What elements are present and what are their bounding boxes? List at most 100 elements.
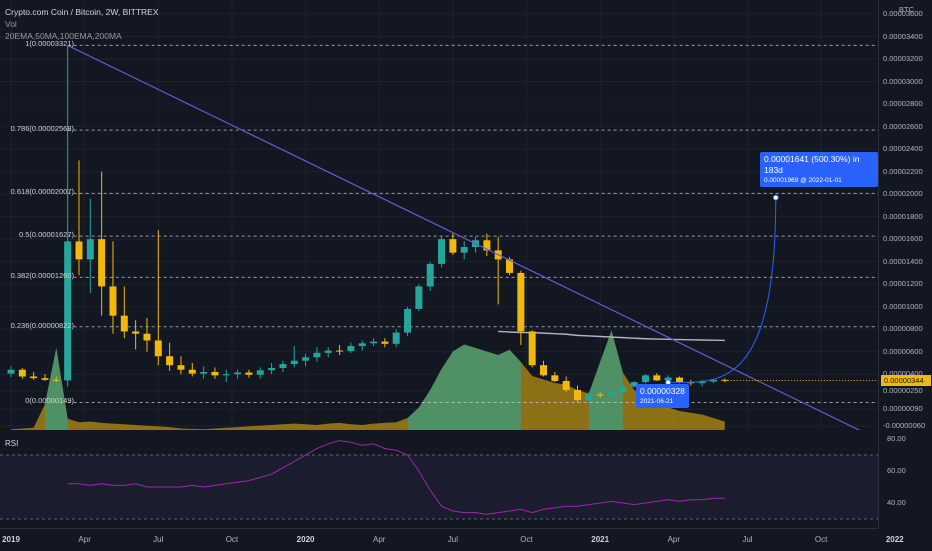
price-tick-label: 0.00003200 — [883, 54, 923, 64]
candle-body — [517, 272, 525, 332]
candle-body — [211, 371, 219, 376]
candle-body — [596, 394, 604, 396]
candle-body — [18, 369, 26, 377]
candle-body — [41, 378, 49, 380]
price-tick-label: 0.00001400 — [883, 256, 923, 266]
volume-area-up — [44, 348, 68, 432]
projection-base-callout[interactable]: 0.00000328 2021-06-21 — [636, 384, 689, 408]
candle-body — [585, 394, 593, 401]
time-tick-label: Oct — [814, 535, 828, 544]
fib-level-label: 0.236(0.00000822) — [10, 320, 74, 330]
time-tick-label: Jul — [742, 535, 753, 544]
candle-body — [426, 263, 434, 287]
candle-body — [200, 371, 208, 374]
candle-body — [177, 365, 185, 370]
candle-body — [370, 341, 378, 344]
volume-area-up — [407, 344, 521, 432]
price-tick-label: 0.00000400 — [883, 369, 923, 379]
candle-body — [404, 308, 412, 333]
projection-end-point — [772, 194, 779, 201]
price-tick-label: 0.00001200 — [883, 279, 923, 289]
rsi-tick-label: 60.00 — [887, 466, 906, 475]
candle-body — [619, 386, 627, 393]
candle-body — [313, 352, 321, 358]
price-chart-svg[interactable] — [0, 0, 896, 448]
volume-area — [11, 330, 725, 432]
price-tick-label: 0.00002000 — [883, 189, 923, 199]
candle-body — [324, 350, 332, 353]
candle-body — [256, 370, 264, 375]
candle-body — [86, 239, 94, 260]
target-change-text: 0.00001641 (500.30%) in 183d — [764, 154, 860, 175]
target-price-date-text: 0.00001969 @ 2022-01-01 — [764, 177, 842, 184]
time-axis[interactable]: 2019 Apr Jul Oct 2020 Apr Jul Oct 2021 Apr Jul Oct 2… — [0, 528, 904, 551]
fib-level-label: 0(0.00000149) — [25, 396, 74, 406]
volume-indicator-label[interactable]: Vol — [5, 19, 17, 29]
moving-average-indicator-label[interactable]: 20EMA,50MA,100EMA,200MA — [5, 31, 122, 41]
candle-body — [132, 331, 140, 334]
price-tick-label: 0.00003000 — [883, 76, 923, 86]
rsi-tick-label: 80.00 — [887, 434, 906, 443]
candle-body — [98, 239, 106, 287]
last-price-tag: 0.00000344 — [881, 375, 931, 387]
candle-body — [574, 389, 581, 401]
time-tick-label: Apr — [372, 535, 386, 544]
price-tick-label: 0.00000090 — [883, 404, 923, 414]
candle-body — [415, 286, 423, 309]
projection-target-callout[interactable]: 0.00001641 (500.30%) in 183d 0.00001969 … — [760, 152, 878, 187]
time-tick-label: Oct — [225, 535, 239, 544]
price-tick-label: 0.00002400 — [883, 144, 923, 154]
price-tick-label: 0.00003600 — [883, 9, 923, 18]
candle-body — [234, 372, 242, 375]
fib-level-label: 1(0.00003321) — [25, 39, 74, 49]
price-tick-label: 0.00002200 — [883, 166, 923, 176]
time-tick-label: Jul — [447, 535, 458, 544]
base-date-text: 2021-06-21 — [640, 398, 674, 405]
fib-level-label: 0.382(0.00001260) — [10, 271, 74, 281]
candle-body — [358, 343, 366, 347]
rsi-pane[interactable]: RSI — [0, 436, 878, 528]
candle-body — [109, 286, 117, 316]
candle-body — [52, 379, 60, 381]
price-tick-label: 0.00000250 — [883, 386, 923, 396]
price-tick-label: 0.00002800 — [883, 99, 923, 109]
candle-body — [449, 239, 457, 253]
price-tick-label: 0.00003400 — [883, 31, 923, 41]
price-axis[interactable]: BTC 0.00003600 0.00003400 0.00003200 0.0000… — [878, 0, 932, 528]
candle-body — [336, 350, 344, 352]
fib-level-label: 0.786(0.00002568) — [10, 124, 74, 134]
candle-body — [30, 376, 38, 379]
candle-body — [347, 346, 355, 352]
candle-body — [381, 341, 389, 344]
candle-body — [528, 331, 536, 366]
rsi-indicator-label[interactable]: RSI — [5, 439, 19, 448]
candle-body — [302, 357, 310, 361]
candle-body — [562, 380, 570, 390]
symbol-title[interactable]: Crypto.com Coin / Bitcoin, 2W, BITTREX — [5, 7, 159, 17]
candle-body — [687, 382, 695, 384]
candle-body — [392, 332, 400, 344]
candle-body — [279, 364, 287, 369]
price-tick-label: 0.00001600 — [883, 234, 923, 244]
candle-body — [64, 241, 72, 381]
rsi-chart-svg[interactable] — [0, 436, 878, 528]
candle-body — [607, 392, 615, 396]
projection-curve — [668, 197, 777, 383]
candle-body — [290, 360, 298, 365]
axis-currency-label: BTC — [899, 5, 914, 14]
time-tick-label: Oct — [520, 535, 533, 544]
rsi-line — [67, 440, 725, 515]
price-tick-label: 0.00002600 — [883, 121, 923, 131]
price-tick-label: 0.00000800 — [883, 324, 923, 334]
time-tick-label: Apr — [78, 535, 91, 544]
candle-body — [188, 369, 196, 374]
price-tick-label: 0.00000600 — [883, 346, 923, 356]
candle-body — [540, 365, 548, 376]
candle-body — [460, 247, 468, 253]
price-chart-pane[interactable]: Crypto.com Coin / Bitcoin, 2W, BITTREX V… — [0, 0, 896, 448]
candle-body — [120, 315, 128, 332]
time-tick-label: Jul — [153, 535, 164, 544]
candle-body — [483, 240, 491, 251]
candle-body — [551, 375, 559, 381]
time-tick-label: 2021 — [591, 535, 610, 544]
